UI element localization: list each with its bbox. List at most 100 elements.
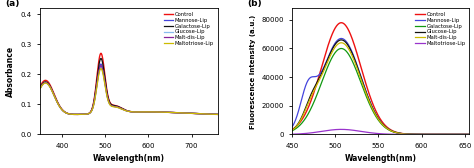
Galactose-Lip [461, 133, 467, 135]
Control [461, 133, 467, 135]
Malt-dis-Lip [371, 110, 376, 112]
Control [289, 129, 295, 131]
Control [98, 52, 104, 54]
Maltotriose-Lip [210, 113, 215, 115]
Maltotriose-Lip [210, 113, 215, 115]
Mannose-Lip [298, 101, 304, 103]
Mannose-Lip [124, 110, 129, 112]
Malt-dis-Lip [429, 133, 435, 135]
Maltotriose-Lip [73, 113, 79, 115]
Maltotriose-Lip [298, 133, 304, 135]
Galactose-Lip [73, 113, 79, 115]
Malt-dis-Lip [177, 112, 183, 114]
Line: Mannose-Lip: Mannose-Lip [40, 64, 218, 114]
Y-axis label: Fluorescence Intensity (a.u.): Fluorescence Intensity (a.u.) [250, 14, 255, 129]
Control [119, 107, 125, 109]
Malt-dis-Lip [124, 110, 129, 112]
Maltotriose-Lip [215, 113, 220, 115]
Maltotriose-Lip [98, 68, 104, 70]
Maltotriose-Lip [461, 133, 467, 135]
Galactose-Lip [119, 108, 125, 110]
Glucose-Lip [375, 118, 381, 120]
Glucose-Lip [338, 39, 344, 41]
Maltotriose-Lip [371, 132, 376, 134]
Malt-dis-Lip [210, 113, 215, 115]
Mannose-Lip [289, 126, 295, 128]
Galactose-Lip [177, 112, 183, 114]
Maltotriose-Lip [289, 133, 295, 135]
Galactose-Lip [461, 133, 467, 135]
Line: Glucose-Lip: Glucose-Lip [40, 67, 218, 114]
Line: Galactose-Lip: Galactose-Lip [40, 58, 218, 114]
Line: Malt-dis-Lip: Malt-dis-Lip [292, 43, 469, 134]
Galactose-Lip [98, 57, 104, 59]
Control [466, 133, 472, 135]
Galactose-Lip [210, 113, 215, 115]
Malt-dis-Lip [298, 118, 304, 120]
Line: Control: Control [292, 23, 469, 134]
Mannose-Lip [215, 113, 220, 115]
Line: Mannose-Lip: Mannose-Lip [292, 38, 469, 134]
Legend: Control, Mannose-Lip, Galactose-Lip, Glucose-Lip, Malt-dis-Lip, Maltotriose-Lip: Control, Mannose-Lip, Galactose-Lip, Glu… [163, 11, 215, 47]
Malt-dis-Lip [461, 133, 467, 135]
Control [210, 113, 215, 115]
Galactose-Lip [466, 133, 472, 135]
Galactose-Lip [338, 48, 344, 50]
Glucose-Lip [429, 133, 435, 135]
Control [177, 112, 183, 114]
Glucose-Lip [289, 129, 295, 131]
Maltotriose-Lip [46, 85, 52, 87]
Control [429, 133, 435, 135]
Mannose-Lip [461, 133, 467, 135]
Mannose-Lip [98, 63, 104, 65]
Control [371, 105, 376, 107]
Mannose-Lip [429, 133, 435, 135]
Mannose-Lip [210, 113, 215, 115]
Control [375, 115, 381, 117]
Mannose-Lip [375, 117, 381, 119]
Glucose-Lip [124, 110, 129, 112]
Mannose-Lip [73, 113, 79, 115]
Malt-dis-Lip [210, 113, 215, 115]
Control [124, 110, 129, 112]
Glucose-Lip [46, 85, 52, 87]
Galactose-Lip [46, 84, 52, 86]
Mannose-Lip [177, 112, 183, 114]
Malt-dis-Lip [466, 133, 472, 135]
Mannose-Lip [210, 113, 215, 115]
Glucose-Lip [461, 133, 467, 135]
Text: (a): (a) [5, 0, 19, 8]
Control [338, 22, 344, 24]
Maltotriose-Lip [37, 87, 43, 89]
Glucose-Lip [98, 66, 104, 68]
Malt-dis-Lip [338, 42, 344, 44]
Malt-dis-Lip [119, 108, 125, 110]
Glucose-Lip [73, 113, 79, 115]
Line: Galactose-Lip: Galactose-Lip [292, 49, 469, 134]
Glucose-Lip [466, 133, 472, 135]
Mannose-Lip [461, 133, 467, 135]
Glucose-Lip [119, 108, 125, 110]
Control [73, 113, 79, 115]
Line: Malt-dis-Lip: Malt-dis-Lip [40, 66, 218, 114]
Galactose-Lip [298, 123, 304, 125]
Control [37, 85, 43, 87]
Glucose-Lip [461, 133, 467, 135]
Legend: Control, Mannose-Lip, Galactose-Lip, Glucose-Lip, Malt-dis-Lip, Maltotriose-Lip: Control, Mannose-Lip, Galactose-Lip, Glu… [414, 11, 466, 47]
Mannose-Lip [466, 133, 472, 135]
Maltotriose-Lip [375, 133, 381, 135]
Mannose-Lip [37, 87, 43, 89]
Glucose-Lip [177, 112, 183, 114]
Mannose-Lip [371, 109, 376, 111]
Galactose-Lip [371, 111, 376, 113]
Y-axis label: Absorbance: Absorbance [6, 46, 15, 97]
Maltotriose-Lip [119, 108, 125, 110]
Glucose-Lip [371, 109, 376, 111]
Malt-dis-Lip [461, 133, 467, 135]
X-axis label: Wavelength(nm): Wavelength(nm) [345, 154, 417, 163]
Glucose-Lip [210, 113, 215, 115]
Malt-dis-Lip [73, 113, 79, 115]
Maltotriose-Lip [177, 112, 183, 114]
Glucose-Lip [298, 117, 304, 119]
Galactose-Lip [215, 113, 220, 115]
